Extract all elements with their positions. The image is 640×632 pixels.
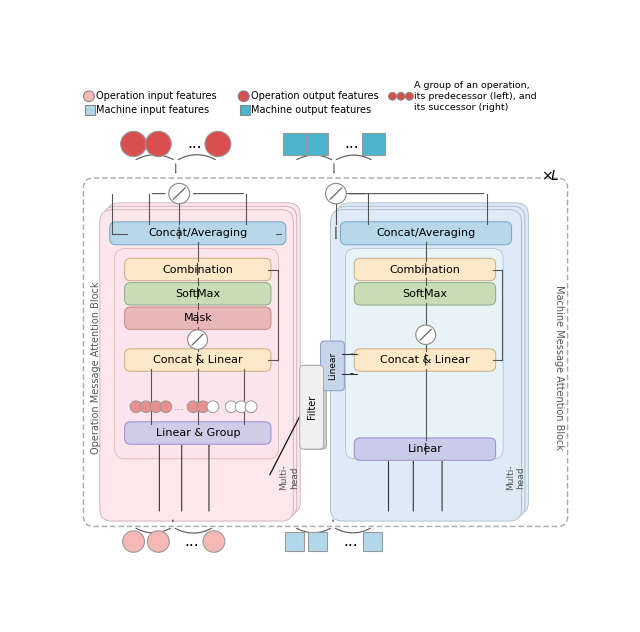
- FancyBboxPatch shape: [107, 203, 300, 514]
- FancyBboxPatch shape: [321, 341, 344, 391]
- FancyBboxPatch shape: [100, 210, 293, 521]
- FancyBboxPatch shape: [350, 253, 508, 464]
- Circle shape: [140, 401, 152, 413]
- FancyBboxPatch shape: [125, 349, 271, 371]
- Bar: [362, 133, 385, 155]
- Text: ...: ...: [344, 137, 359, 152]
- FancyBboxPatch shape: [355, 258, 495, 281]
- Text: Mask: Mask: [184, 313, 212, 323]
- Text: Combination: Combination: [163, 265, 233, 274]
- Circle shape: [160, 401, 172, 413]
- Text: SoftMax: SoftMax: [175, 289, 220, 299]
- Circle shape: [236, 401, 247, 413]
- Bar: [285, 532, 304, 551]
- Text: Operation input features: Operation input features: [97, 91, 217, 101]
- Circle shape: [245, 401, 257, 413]
- Circle shape: [416, 325, 436, 344]
- Circle shape: [145, 131, 172, 157]
- FancyBboxPatch shape: [334, 206, 525, 518]
- Text: $\times\!L$: $\times\!L$: [541, 169, 559, 183]
- Circle shape: [147, 531, 169, 552]
- FancyBboxPatch shape: [125, 307, 271, 329]
- FancyBboxPatch shape: [125, 283, 271, 305]
- Circle shape: [121, 131, 147, 157]
- Text: Linear: Linear: [408, 444, 442, 454]
- FancyBboxPatch shape: [125, 422, 271, 444]
- FancyBboxPatch shape: [110, 222, 286, 245]
- Text: Operation Message Attention Block: Operation Message Attention Block: [92, 282, 101, 454]
- FancyBboxPatch shape: [346, 248, 503, 459]
- Circle shape: [405, 92, 413, 100]
- Text: Machine output features: Machine output features: [251, 105, 371, 115]
- FancyBboxPatch shape: [303, 365, 326, 449]
- Text: ...: ...: [174, 402, 184, 412]
- Circle shape: [123, 531, 145, 552]
- Circle shape: [197, 401, 209, 413]
- FancyBboxPatch shape: [330, 210, 522, 521]
- Text: Multi-
head: Multi- head: [506, 465, 525, 490]
- Text: Multi-
head: Multi- head: [280, 465, 299, 490]
- Circle shape: [169, 183, 189, 204]
- Bar: [283, 133, 306, 155]
- Text: its successor (right): its successor (right): [414, 102, 509, 112]
- Text: Concat & Linear: Concat & Linear: [153, 355, 243, 365]
- Bar: [308, 532, 326, 551]
- Circle shape: [326, 183, 346, 204]
- Circle shape: [207, 401, 219, 413]
- Circle shape: [187, 401, 199, 413]
- Bar: [240, 105, 250, 115]
- FancyBboxPatch shape: [355, 438, 495, 460]
- Text: Operation output features: Operation output features: [251, 91, 379, 101]
- Bar: [85, 105, 95, 115]
- Circle shape: [225, 401, 237, 413]
- Text: ...: ...: [343, 534, 358, 549]
- Circle shape: [83, 91, 94, 102]
- Circle shape: [203, 531, 225, 552]
- Text: SoftMax: SoftMax: [403, 289, 447, 299]
- FancyBboxPatch shape: [125, 258, 271, 281]
- Text: Concat/Averaging: Concat/Averaging: [376, 228, 476, 238]
- FancyBboxPatch shape: [355, 349, 495, 371]
- Text: Combination: Combination: [390, 265, 460, 274]
- Circle shape: [388, 92, 396, 100]
- Circle shape: [150, 401, 162, 413]
- FancyBboxPatch shape: [340, 222, 511, 245]
- Circle shape: [188, 330, 207, 349]
- Bar: [364, 532, 382, 551]
- Text: ...: ...: [184, 534, 199, 549]
- Text: Machine Message Attention Block: Machine Message Attention Block: [554, 285, 564, 451]
- Text: its predecessor (left), and: its predecessor (left), and: [414, 92, 537, 100]
- Text: Linear: Linear: [328, 352, 337, 380]
- Circle shape: [397, 92, 405, 100]
- Bar: [306, 133, 328, 155]
- Circle shape: [205, 131, 231, 157]
- Text: Filter: Filter: [307, 395, 317, 420]
- FancyBboxPatch shape: [115, 248, 278, 459]
- Circle shape: [130, 401, 142, 413]
- FancyBboxPatch shape: [103, 206, 297, 518]
- Text: ...: ...: [188, 137, 202, 152]
- Text: Concat/Averaging: Concat/Averaging: [148, 228, 248, 238]
- FancyBboxPatch shape: [83, 178, 568, 526]
- FancyBboxPatch shape: [120, 253, 284, 464]
- Text: A group of an operation,: A group of an operation,: [414, 81, 530, 90]
- Circle shape: [238, 91, 249, 102]
- Text: Linear & Group: Linear & Group: [156, 428, 240, 438]
- FancyBboxPatch shape: [337, 203, 529, 514]
- FancyBboxPatch shape: [301, 365, 325, 449]
- FancyBboxPatch shape: [300, 365, 324, 449]
- Text: Machine input features: Machine input features: [97, 105, 209, 115]
- Text: Concat & Linear: Concat & Linear: [380, 355, 470, 365]
- FancyBboxPatch shape: [355, 283, 495, 305]
